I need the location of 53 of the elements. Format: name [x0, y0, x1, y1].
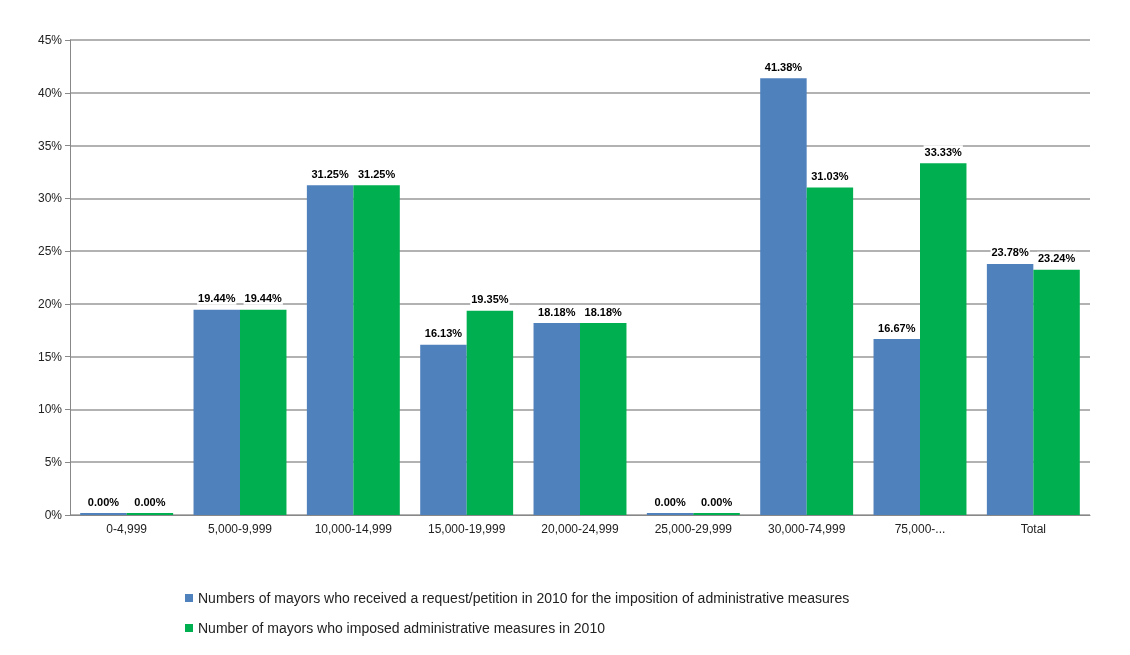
data-label: 0.00% [134, 495, 166, 508]
bar [986, 263, 1034, 515]
x-tick-label: 30,000-74,999 [767, 522, 846, 536]
data-label: 16.67% [878, 321, 916, 334]
bar [306, 185, 354, 515]
data-label: 0.00% [654, 495, 686, 508]
bar [760, 78, 807, 515]
data-label: 23.24% [1037, 252, 1076, 265]
legend-label: Number of mayors who imposed administrative measures in 2010 [198, 620, 606, 636]
data-label: 31.25% [311, 167, 349, 180]
y-tick-label: 0% [44, 508, 63, 522]
data-label: 19.44% [244, 292, 283, 305]
y-tick-label: 40% [37, 85, 63, 100]
x-tick-label: 25,000-29,999 [654, 522, 733, 536]
bar [580, 323, 627, 515]
bar [353, 185, 400, 515]
data-label: 18.18% [584, 305, 623, 318]
y-tick-label: 30% [37, 191, 63, 206]
y-tick-label: 20% [37, 296, 63, 311]
bar [920, 163, 967, 515]
bar [420, 344, 467, 515]
bar [466, 310, 514, 515]
data-label: 0.00% [87, 495, 120, 508]
legend-label: Numbers of mayors who received a request/petition in 2010 for the imposition of administrative measures [198, 590, 850, 606]
data-label: 33.33% [924, 145, 963, 158]
data-label: 31.03% [811, 169, 849, 182]
x-tick-label: 15,000-19,999 [427, 522, 506, 536]
bar [533, 323, 580, 515]
bar [873, 339, 920, 515]
x-tick-label: 5,000-9,999 [207, 522, 273, 536]
bar [1033, 269, 1080, 515]
x-tick-label: Total [1020, 522, 1047, 536]
data-label: 0.00% [700, 495, 733, 508]
bar [193, 309, 240, 515]
x-tick-label: 20,000-24,999 [541, 522, 620, 536]
data-label: 31.25% [357, 167, 396, 180]
y-tick-label: 5% [44, 455, 63, 470]
x-tick-label: 75,000-... [894, 522, 946, 536]
data-label: 41.38% [764, 60, 803, 73]
y-tick-label: 45% [37, 33, 63, 47]
y-tick-label: 15% [37, 349, 63, 364]
data-label: 19.35% [471, 293, 509, 306]
y-tick-label: 25% [37, 244, 63, 259]
x-tick-label: 10,000-14,999 [314, 522, 393, 536]
y-tick-label: 35% [37, 138, 63, 153]
data-label: 19.44% [198, 292, 236, 305]
x-tick-label: 0-4,999 [106, 522, 148, 536]
data-label: 18.18% [538, 305, 576, 318]
bar [240, 309, 287, 515]
data-label: 23.78% [991, 246, 1029, 259]
data-label: 16.13% [424, 327, 463, 340]
bar [806, 187, 854, 515]
y-tick-label: 10% [37, 402, 63, 417]
